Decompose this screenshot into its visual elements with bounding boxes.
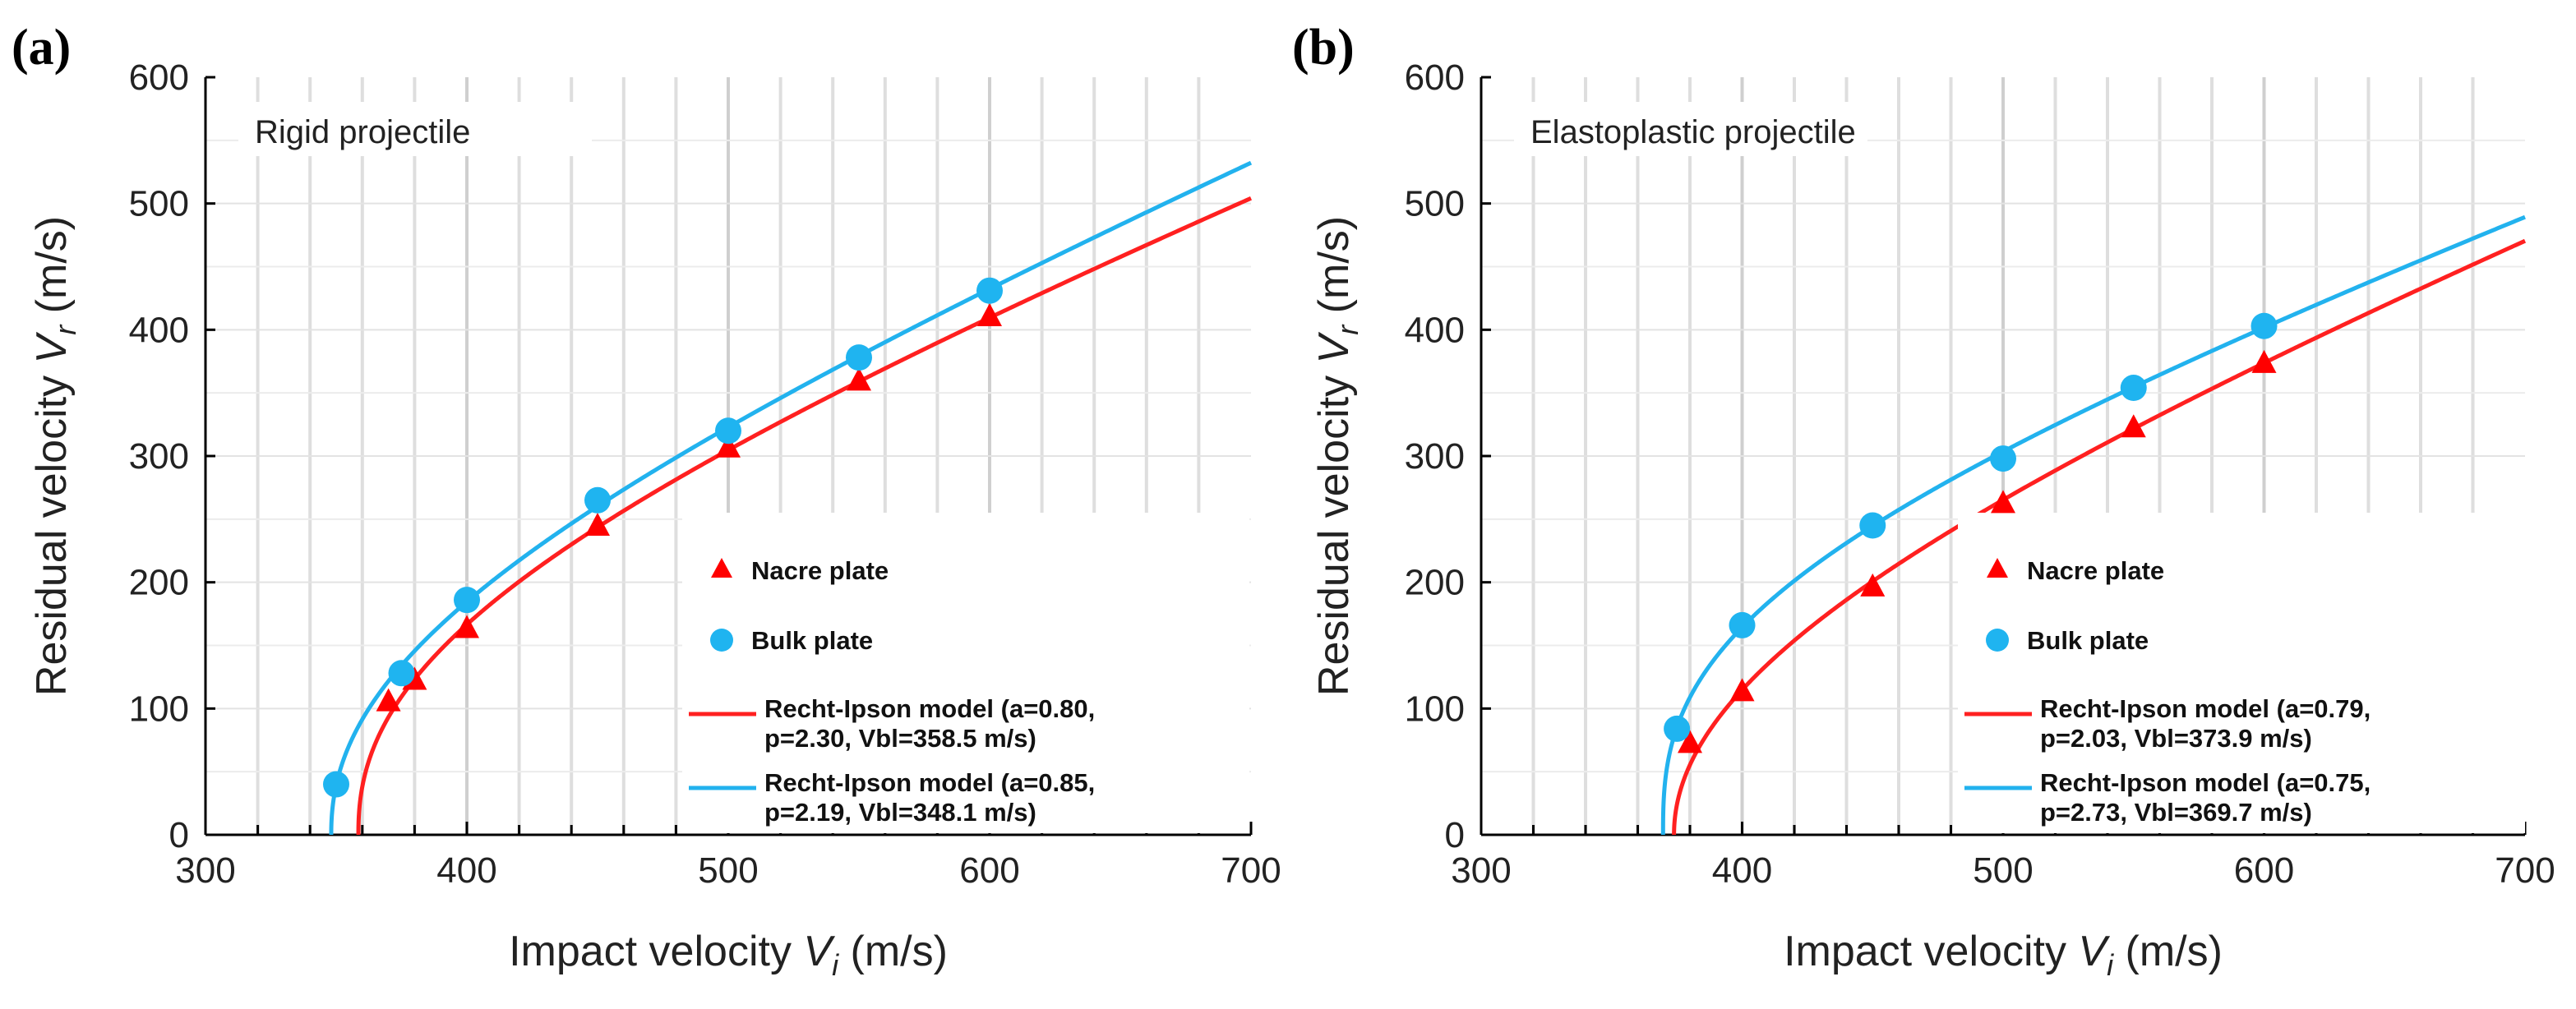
data-point-bulk bbox=[1664, 715, 1691, 742]
y-axis-label: Residual velocity Vr (m/s) bbox=[28, 216, 82, 696]
panel-label: (a) bbox=[12, 20, 71, 76]
data-point-nacre bbox=[585, 513, 610, 537]
data-point-nacre bbox=[716, 434, 741, 458]
legend-label-model-line2: p=2.30, Vbl=358.5 m/s) bbox=[764, 724, 1036, 753]
x-tick-label: 400 bbox=[436, 850, 496, 891]
data-point-bulk bbox=[715, 417, 741, 445]
x-tick-label: 500 bbox=[1973, 850, 2033, 891]
x-tick-label: 500 bbox=[698, 850, 758, 891]
x-axis-label-symbol: V bbox=[803, 928, 835, 975]
y-axis-label-prefix: Residual velocity bbox=[28, 363, 76, 696]
y-tick-label: 500 bbox=[1405, 184, 1465, 224]
legend-label-model-line1: Recht-Ipson model (a=0.80, bbox=[764, 694, 1095, 723]
model-curve-nacre bbox=[1672, 238, 2527, 836]
x-axis-label-symbol: V bbox=[2078, 928, 2110, 975]
note-background bbox=[1514, 102, 1867, 156]
data-point-bulk bbox=[2251, 312, 2278, 339]
data-point-nacre bbox=[2121, 414, 2146, 438]
x-tick-label: 700 bbox=[2495, 850, 2555, 891]
x-axis-label-prefix: Impact velocity bbox=[1784, 928, 2078, 975]
legend-background bbox=[1958, 513, 2525, 833]
data-point-bulk bbox=[1859, 512, 1886, 539]
y-tick-label: 600 bbox=[1405, 58, 1465, 98]
panel-label: (b) bbox=[1292, 20, 1355, 76]
legend-background bbox=[682, 513, 1249, 833]
model-curve-bulk bbox=[1660, 214, 2526, 836]
x-axis-label-subscript: i bbox=[832, 948, 839, 982]
legend-circle-marker bbox=[1986, 629, 2009, 652]
legend-label-nacre: Nacre plate bbox=[2027, 556, 2164, 585]
panel-b: 300 400 500 600 700 0 100 200 300 400 500 600 Impact… bbox=[1292, 20, 2555, 982]
legend-label-model-line1: Recht-Ipson model (a=0.79, bbox=[2040, 694, 2371, 723]
y-tick-label: 0 bbox=[1445, 815, 1465, 855]
x-axis-label: Impact velocity Vi (m/s) bbox=[509, 928, 948, 982]
data-point-bulk bbox=[1729, 611, 1756, 638]
data-point-nacre bbox=[2251, 349, 2277, 373]
legend-label-bulk: Bulk plate bbox=[751, 626, 873, 655]
legend-label-model-line2: p=2.73, Vbl=369.7 m/s) bbox=[2040, 798, 2312, 827]
data-point-nacre bbox=[847, 367, 871, 391]
y-tick-label: 200 bbox=[129, 563, 189, 603]
y-tick-label: 500 bbox=[129, 184, 189, 224]
data-point-bulk bbox=[454, 587, 480, 614]
y-axis-label-subscript: r bbox=[1331, 324, 1364, 335]
legend-triangle-marker bbox=[711, 558, 732, 578]
data-point-nacre bbox=[376, 688, 401, 712]
data-point-bulk bbox=[388, 660, 415, 687]
legend-label-model-line1: Recht-Ipson model (a=0.75, bbox=[2040, 768, 2371, 797]
x-tick-label: 600 bbox=[959, 850, 1019, 891]
x-axis-label-subscript: i bbox=[2107, 948, 2114, 982]
y-axis-label-prefix: Residual velocity bbox=[1310, 363, 1358, 696]
legend-label-nacre: Nacre plate bbox=[751, 556, 889, 585]
y-tick-label: 100 bbox=[1405, 689, 1465, 729]
data-point-nacre bbox=[977, 302, 1002, 326]
plot-note: Rigid projectile bbox=[255, 114, 470, 150]
y-tick-label: 300 bbox=[129, 436, 189, 477]
x-axis-label-prefix: Impact velocity bbox=[509, 928, 803, 975]
y-axis-label-symbol: V bbox=[28, 331, 76, 363]
data-point-bulk bbox=[323, 771, 349, 798]
y-axis-label-subscript: r bbox=[48, 324, 82, 335]
model-curve-bulk bbox=[329, 160, 1253, 836]
data-point-bulk bbox=[584, 486, 611, 514]
y-tick-label: 100 bbox=[129, 689, 189, 729]
plot-note: Elastoplastic projectile bbox=[1530, 114, 1856, 150]
data-point-bulk bbox=[1990, 445, 2016, 472]
data-point-nacre bbox=[1729, 678, 1755, 702]
x-tick-label: 600 bbox=[2234, 850, 2294, 891]
y-tick-label: 600 bbox=[129, 58, 189, 98]
legend-label-model-line1: Recht-Ipson model (a=0.85, bbox=[764, 768, 1095, 797]
y-tick-label: 200 bbox=[1405, 563, 1465, 603]
legend-label-model-line2: p=2.19, Vbl=348.1 m/s) bbox=[764, 798, 1036, 827]
legend-label-model-line2: p=2.03, Vbl=373.9 m/s) bbox=[2040, 724, 2312, 753]
y-tick-label: 300 bbox=[1405, 436, 1465, 477]
x-tick-label: 300 bbox=[1451, 850, 1511, 891]
data-point-bulk bbox=[2120, 375, 2147, 402]
x-axis-label: Impact velocity Vi (m/s) bbox=[1784, 928, 2223, 982]
legend-circle-marker bbox=[710, 629, 733, 652]
data-point-bulk bbox=[976, 277, 1003, 304]
legend-label-bulk: Bulk plate bbox=[2027, 626, 2149, 655]
panel-a: 300 400 500 600 700 0 100 200 300 400 500 600 Impact… bbox=[12, 20, 1281, 982]
data-point-nacre bbox=[1678, 730, 1702, 753]
y-axis-label-symbol: V bbox=[1310, 331, 1358, 363]
y-tick-label: 400 bbox=[1405, 310, 1465, 350]
y-axis-label: Residual velocity Vr (m/s) bbox=[1310, 216, 1364, 696]
data-point-nacre bbox=[1991, 490, 2015, 514]
x-tick-label: 400 bbox=[1712, 850, 1772, 891]
x-axis-label-suffix: (m/s) bbox=[2113, 928, 2223, 975]
x-tick-label: 300 bbox=[175, 850, 235, 891]
note-background bbox=[238, 102, 592, 156]
y-tick-label: 400 bbox=[129, 310, 189, 350]
data-point-nacre bbox=[1860, 573, 1886, 597]
data-point-bulk bbox=[846, 344, 872, 371]
y-axis-label-suffix: (m/s) bbox=[1310, 216, 1358, 325]
y-axis-label-suffix: (m/s) bbox=[28, 216, 76, 325]
data-point-nacre bbox=[455, 615, 479, 638]
x-tick-label: 700 bbox=[1221, 850, 1281, 891]
y-tick-label: 0 bbox=[169, 815, 189, 855]
x-axis-label-suffix: (m/s) bbox=[838, 928, 948, 975]
legend-triangle-marker bbox=[1987, 558, 2008, 578]
